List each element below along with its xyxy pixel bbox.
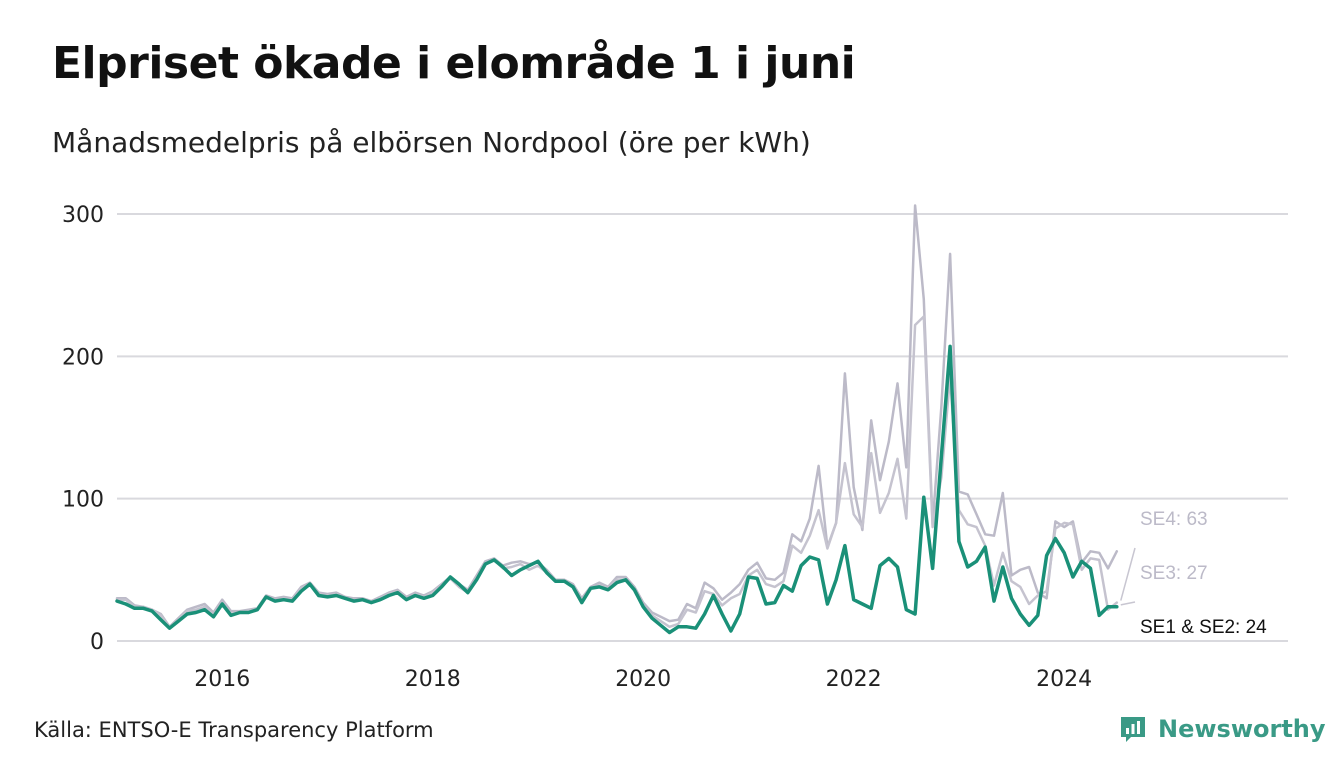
y-tick-label: 200 <box>62 345 104 370</box>
chart-subtitle: Månadsmedelpris på elbörsen Nordpool (ör… <box>52 126 811 159</box>
series-end-label: SE3: 27 <box>1140 563 1208 584</box>
grid-layer: 0 100 200 300 <box>62 203 1288 655</box>
brand-name: Newsworthy <box>1158 715 1326 743</box>
series-end-label: SE1 & SE2: 24 <box>1140 617 1267 638</box>
x-axis: 2016 2018 2020 2022 2024 <box>194 667 1092 692</box>
series-labels: SE4: 63 SE3: 27 SE1 & SE2: 24 <box>1120 509 1267 638</box>
y-tick-label: 100 <box>62 488 104 513</box>
brand-logo[interactable]: Newsworthy <box>1118 714 1326 744</box>
y-tick-label: 300 <box>62 203 104 228</box>
x-tick-label: 2018 <box>405 667 461 692</box>
x-tick-label: 2020 <box>615 667 671 692</box>
label-leader-line <box>1120 601 1136 606</box>
x-tick-label: 2024 <box>1036 667 1092 692</box>
series-line-se4 <box>115 204 1119 629</box>
x-tick-label: 2022 <box>826 667 882 692</box>
y-tick-label: 0 <box>90 630 104 655</box>
x-tick-label: 2016 <box>194 667 250 692</box>
newsworthy-logo-icon <box>1121 717 1145 742</box>
series-end-label: SE4: 63 <box>1140 509 1208 530</box>
label-leader-line <box>1120 547 1136 601</box>
series-line-se1-se2 <box>115 344 1119 635</box>
series-layer <box>115 204 1119 635</box>
source-note: Källa: ENTSO-E Transparency Platform <box>34 718 434 742</box>
chart-title: Elpriset ökade i elområde 1 i juni <box>52 38 856 89</box>
